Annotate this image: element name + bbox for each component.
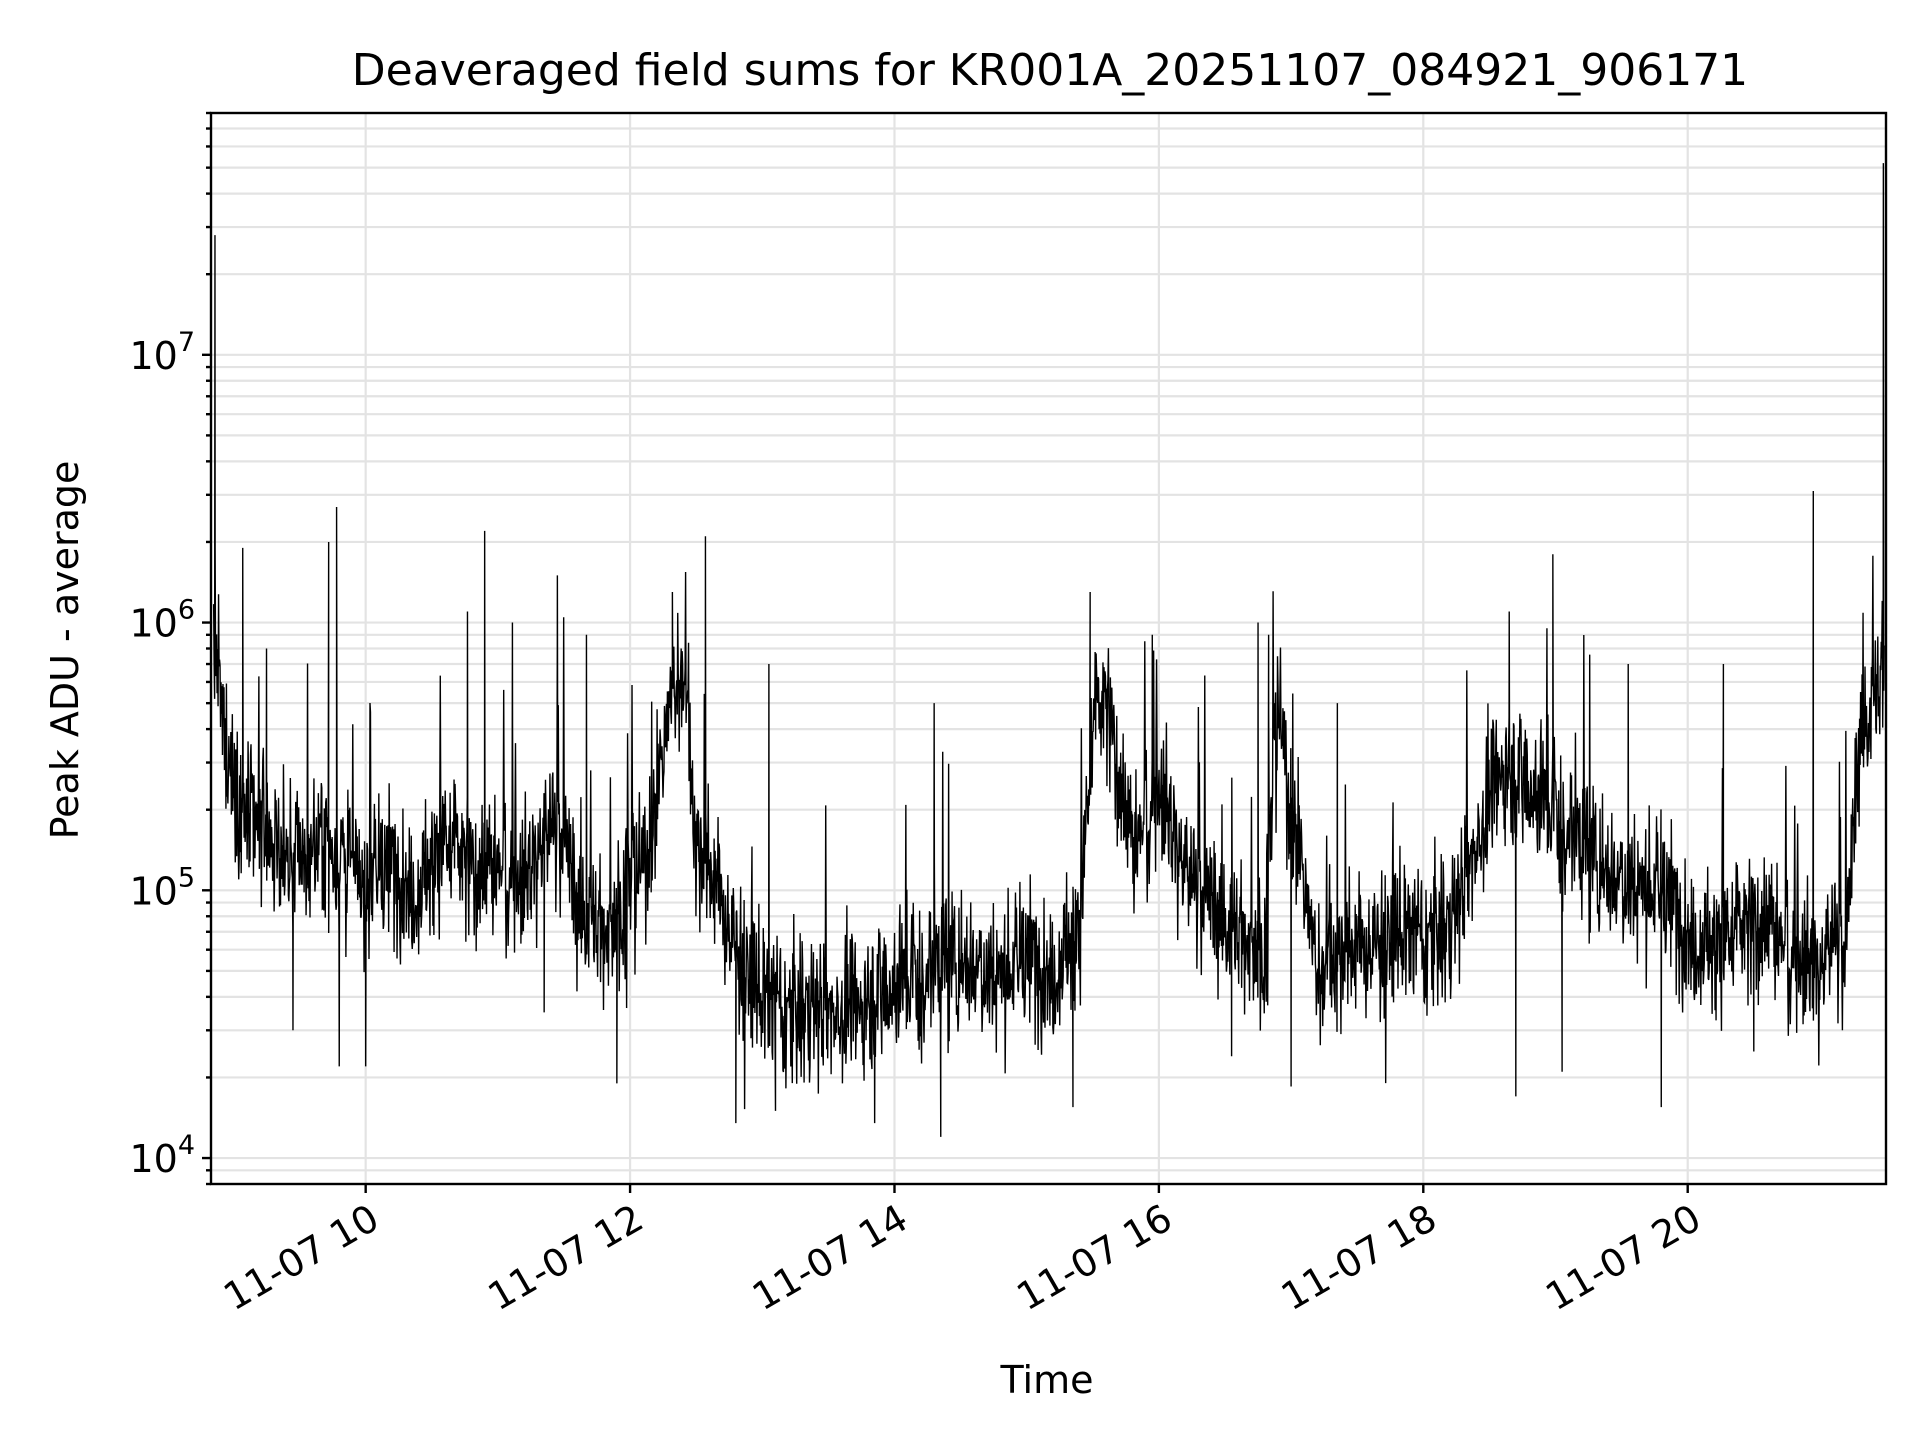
series-line-peak-adu	[212, 163, 1886, 1137]
y-tick-label: 104	[129, 1130, 195, 1181]
y-axis-label: Peak ADU - average	[43, 461, 87, 840]
data-series	[212, 163, 1886, 1137]
y-tick-label: 105	[129, 862, 195, 913]
y-axis-ticks: 104 105 106 107	[129, 111, 211, 1186]
x-axis-label: Time	[1000, 1358, 1094, 1402]
y-tick-label: 107	[129, 327, 195, 378]
y-tick-label: 106	[129, 595, 195, 646]
chart-title: Deaveraged field sums for KR001A_2025110…	[352, 45, 1748, 96]
